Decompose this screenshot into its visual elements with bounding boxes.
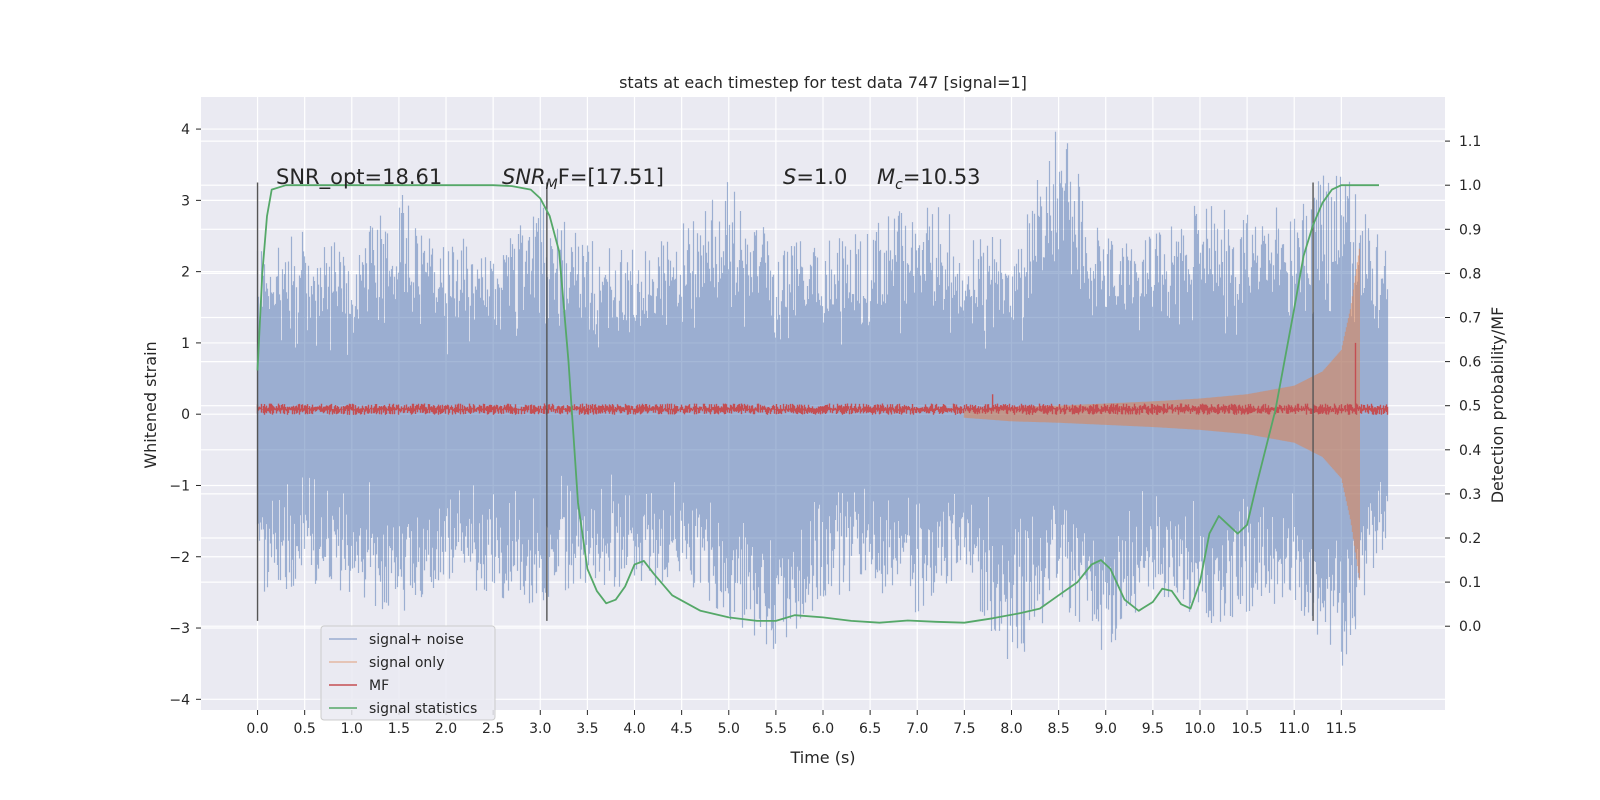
annotation-mc-value: =10.53 [903,165,981,189]
x-tick-label: 10.0 [1184,721,1215,737]
x-tick-label: 0.5 [294,721,316,737]
x-tick-label: 4.5 [671,721,693,737]
y-axis-label-right: Detection probability/MF [1488,307,1507,504]
x-tick-label: 2.0 [435,721,457,737]
y-tick-label: −1 [169,478,190,494]
y-right-tick-label: 1.1 [1459,134,1481,150]
legend-label-mf: MF [369,678,389,694]
x-tick-label: 10.5 [1232,721,1263,737]
annotation-mc-sub: c [895,177,903,193]
chart-title: stats at each timestep for test data 747… [619,73,1027,92]
legend-label-signal-statistics: signal statistics [369,701,477,717]
y-right-tick-label: 0.0 [1459,619,1481,635]
annotation-snr-mf-label: SNR [502,165,546,189]
annotation-snr-mf-value: F=[17.51] [558,165,664,189]
x-tick-label: 8.5 [1047,721,1069,737]
legend-box [320,625,496,721]
x-tick-label: 5.0 [718,721,740,737]
x-tick-label: 3.5 [576,721,598,737]
x-tick-label: 2.5 [482,721,504,737]
x-tick-label: 11.0 [1279,721,1310,737]
x-tick-label: 11.5 [1326,721,1357,737]
x-tick-label: 7.0 [906,721,928,737]
vertical-markers [256,182,1314,621]
legend-label-signal-only: signal only [369,655,444,671]
x-axis-label: Time (s) [789,748,855,767]
y-tick-label: 2 [181,265,190,281]
y-tick-label: 4 [181,122,190,138]
y-right-tick-label: 1.0 [1459,178,1481,194]
annotation-mc: Mc=10.53 [877,165,981,193]
annotation-s: S=1.0 [783,165,847,189]
y-right-tick-label: 0.5 [1459,399,1481,415]
legend: signal+ noise signal only MF signal stat… [320,625,496,721]
y-right-tick-label: 0.4 [1459,443,1481,459]
y-axis-label-left: Whitened strain [141,341,160,468]
x-tick-label: 6.0 [812,721,834,737]
y-tick-label: −3 [169,621,190,637]
x-tick-label: 3.0 [529,721,551,737]
x-tick-label: 1.0 [341,721,363,737]
signal-statistics-line [256,184,1379,624]
x-tick-label: 9.5 [1142,721,1164,737]
axis-ticks: 0.0 0.5 1.0 1.5 2.0 2.5 3.0 3.5 4.0 4.5 5.0 5.5 6.0 6… [169,122,1481,737]
series-signal-statistics [256,184,1379,624]
y-right-tick-label: 0.3 [1459,487,1481,503]
annotation-snr-mf-sub: M [546,177,558,193]
x-tick-label: 6.5 [859,721,881,737]
y-right-tick-label: 0.9 [1459,222,1481,238]
x-tick-label: 1.5 [388,721,410,737]
annotation-snr-mf: SNRMF=[17.51] [502,165,664,193]
annotation-snr-opt: SNR_opt=18.61 [276,165,442,190]
y-tick-label: 1 [181,336,190,352]
x-tick-label: 0.0 [246,721,268,737]
x-tick-label: 8.0 [1000,721,1022,737]
annotation-s-label: S [783,165,796,189]
y-right-tick-label: 0.8 [1459,266,1481,282]
y-tick-label: 3 [181,193,190,209]
annotation-s-value: =1.0 [796,165,847,189]
y-right-tick-label: 0.6 [1459,355,1481,371]
y-tick-label: −4 [169,692,190,708]
x-tick-label: 9.0 [1095,721,1117,737]
annotation-mc-label: M [877,165,895,189]
y-tick-label: 0 [181,407,190,423]
x-tick-label: 4.0 [623,721,645,737]
y-right-tick-label: 0.7 [1459,311,1481,327]
x-tick-label: 5.5 [765,721,787,737]
y-right-tick-label: 0.1 [1459,575,1481,591]
legend-label-signal-noise: signal+ noise [369,632,464,648]
y-tick-label: −2 [169,550,190,566]
x-tick-label: 7.5 [953,721,975,737]
y-right-tick-label: 0.2 [1459,531,1481,547]
